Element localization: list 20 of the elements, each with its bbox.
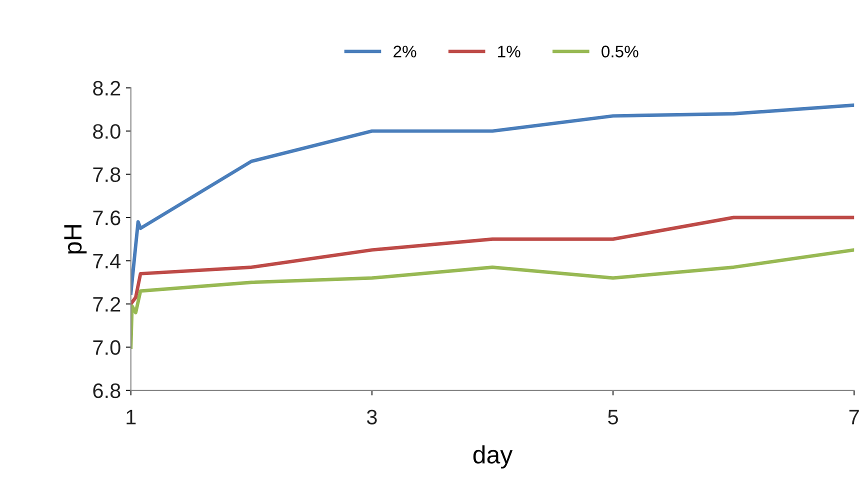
x-tick-label: 3 bbox=[366, 410, 377, 424]
y-tick-label: 7.6 bbox=[93, 210, 120, 226]
legend-label: 0.5% bbox=[602, 46, 638, 58]
x-tick-label: 1 bbox=[126, 410, 136, 424]
y-tick-label: 8.0 bbox=[93, 124, 120, 139]
y-tick-label: 7.8 bbox=[93, 167, 120, 182]
x-axis-title: day bbox=[473, 445, 513, 469]
y-tick-label: 7.0 bbox=[93, 340, 120, 355]
line-series bbox=[130, 248, 854, 349]
line-series bbox=[130, 103, 854, 295]
y-axis-title: pH bbox=[64, 225, 87, 254]
y-tick-label: 6.8 bbox=[93, 383, 120, 398]
y-tick-label: 8.2 bbox=[93, 80, 120, 96]
y-tick-label: 7.2 bbox=[93, 296, 120, 312]
line-series bbox=[130, 216, 854, 306]
legend-label: 1% bbox=[498, 46, 520, 58]
x-tick-label: 5 bbox=[608, 410, 618, 424]
y-tick-label: 7.4 bbox=[93, 254, 121, 268]
x-tick-label: 7 bbox=[849, 410, 859, 424]
legend-label: 2% bbox=[394, 46, 416, 58]
